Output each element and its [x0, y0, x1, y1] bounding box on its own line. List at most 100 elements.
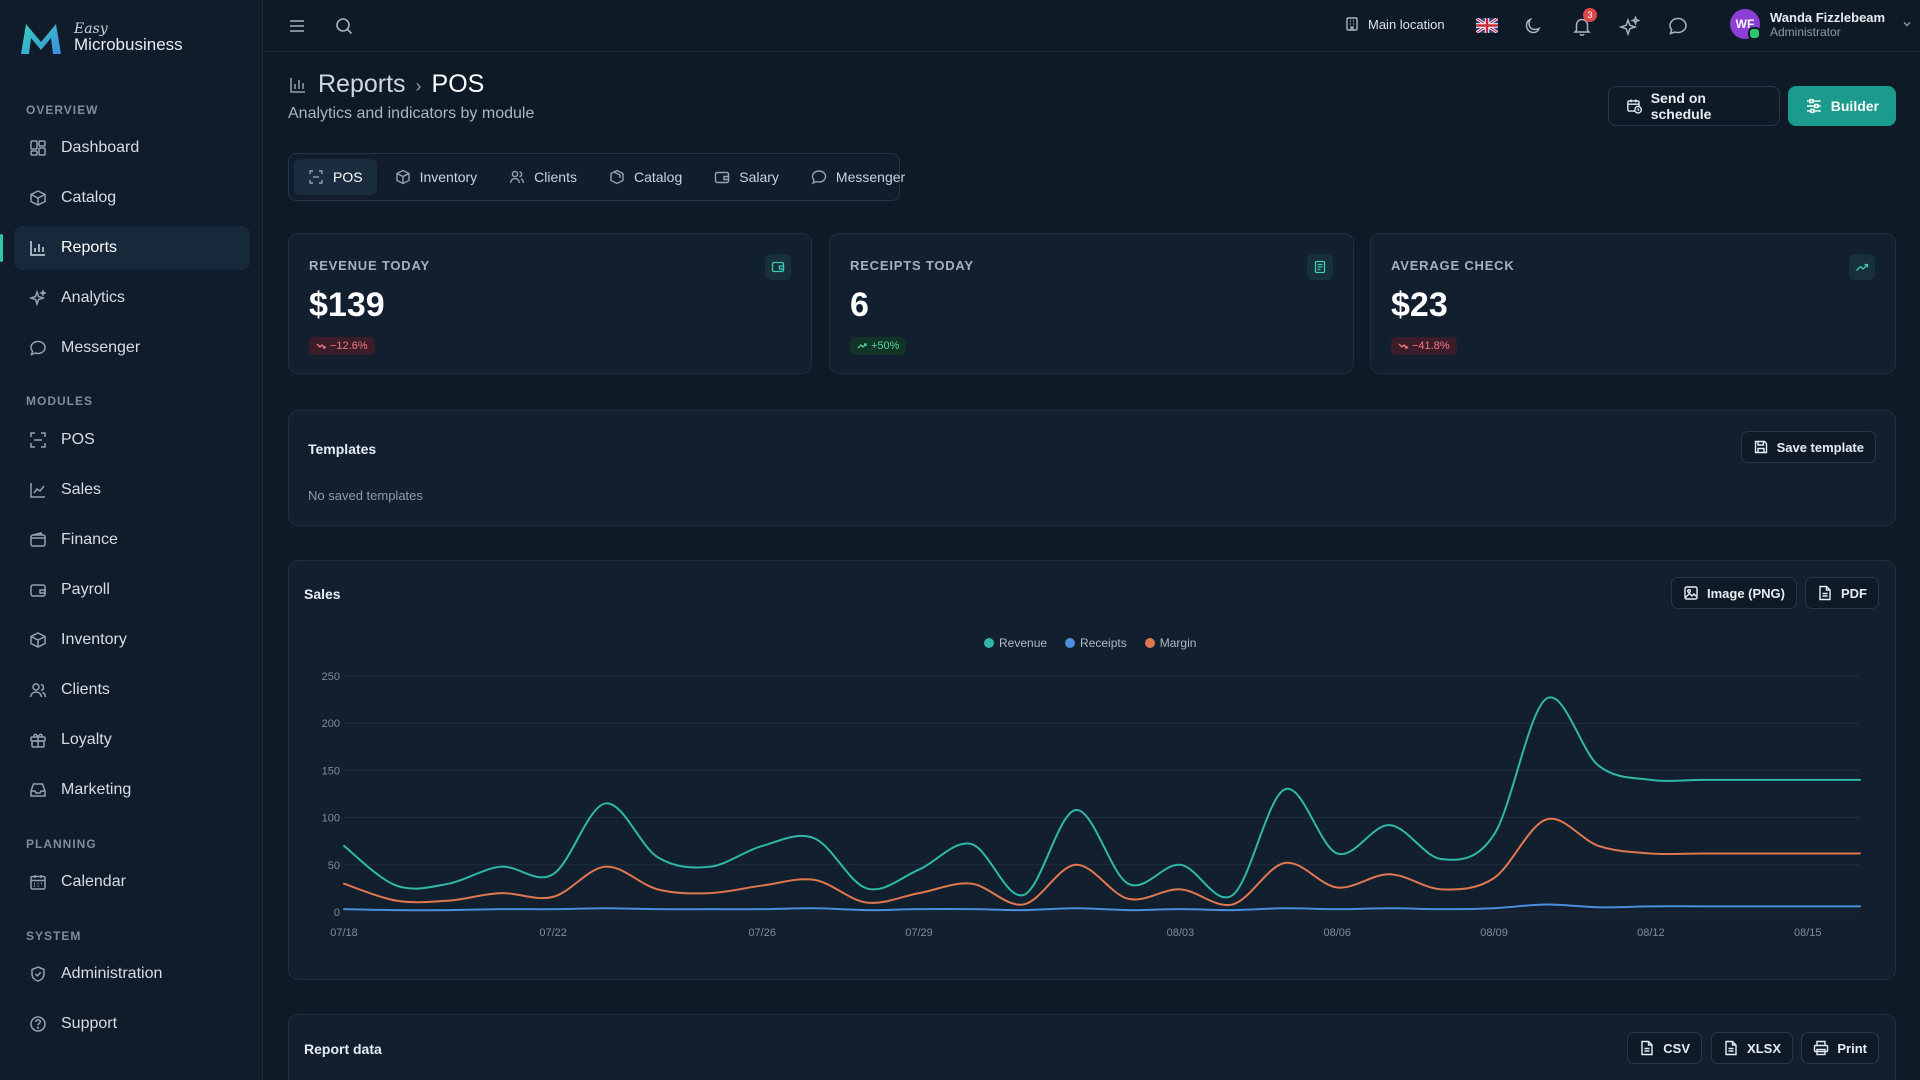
location-label: Main location	[1368, 16, 1445, 32]
series-line-revenue	[343, 696, 1861, 899]
sidebar-item-marketing[interactable]: Marketing	[14, 768, 250, 812]
user-menu[interactable]: WF Wanda Fizzlebeam Administrator	[1730, 9, 1913, 40]
box-icon	[28, 630, 48, 650]
kpi-label: REVENUE TODAY	[309, 258, 430, 273]
brand-logo[interactable]: Easy Microbusiness	[18, 18, 183, 58]
report-data-panel: Report data CSV XLSX Print	[288, 1014, 1896, 1080]
inbox-icon	[28, 780, 48, 800]
export-image-button[interactable]: Image (PNG)	[1670, 577, 1797, 609]
sidebar-item-support[interactable]: Support	[14, 1002, 250, 1046]
user-role: Administrator	[1770, 24, 1841, 39]
sidebar-item-payroll[interactable]: Payroll	[14, 568, 250, 612]
sidebar-item-sales[interactable]: Sales	[14, 468, 250, 512]
file-text-icon	[1641, 1040, 1653, 1056]
nav-section-planning: PLANNING	[26, 837, 97, 851]
tab-catalog[interactable]: Catalog	[595, 159, 696, 195]
breadcrumb-separator: ›	[415, 76, 422, 96]
sales-title: Sales	[304, 586, 341, 602]
kpi-change-value: −41.8%	[1412, 340, 1450, 352]
sidebar-item-catalog[interactable]: Catalog	[14, 176, 250, 220]
sidebar-item-analytics[interactable]: Analytics	[14, 276, 250, 320]
sidebar: Easy Microbusiness OVERVIEW Dashboard Ca…	[0, 0, 263, 1080]
send-on-schedule-button[interactable]: Send on schedule	[1608, 86, 1780, 126]
wallet-icon	[715, 171, 730, 184]
menu-icon[interactable]	[286, 15, 308, 37]
sidebar-item-pos[interactable]: POS	[14, 418, 250, 462]
breadcrumb-parent[interactable]: Reports	[318, 70, 406, 98]
sparkles-icon[interactable]	[1619, 15, 1641, 37]
x-tick-label: 07/29	[905, 927, 933, 939]
legend-dot	[1144, 638, 1155, 648]
sidebar-item-dashboard[interactable]: Dashboard	[14, 126, 250, 170]
tab-label: Inventory	[419, 169, 478, 185]
builder-button[interactable]: Builder	[1788, 86, 1896, 126]
tab-salary[interactable]: Salary	[700, 159, 793, 195]
user-name: Wanda Fizzlebeam	[1770, 9, 1886, 25]
dashboard-icon	[28, 138, 48, 158]
chart-legend: Revenue Receipts Margin	[984, 636, 1196, 650]
bell-icon[interactable]	[1571, 15, 1593, 37]
nav-section-overview: OVERVIEW	[26, 103, 99, 117]
sidebar-item-reports[interactable]: Reports	[0, 226, 250, 270]
legend-item-revenue[interactable]: Revenue	[984, 636, 1047, 650]
sidebar-item-messenger[interactable]: Messenger	[14, 326, 250, 370]
trend-up-icon	[857, 343, 867, 349]
y-tick-label: 150	[322, 765, 340, 777]
sidebar-item-finance[interactable]: Finance	[14, 518, 250, 562]
sales-line-chart: 0 50 100 150 200 250 07/18 07/22 07/26 07/29 08/03…	[322, 671, 1861, 939]
export-csv-label: CSV	[1663, 1040, 1690, 1056]
legend-item-receipts[interactable]: Receipts	[1065, 636, 1127, 650]
y-tick-label: 0	[334, 907, 340, 919]
sidebar-item-label: Analytics	[61, 289, 126, 306]
kpi-change-badge: −12.6%	[309, 337, 375, 355]
box-icon	[395, 169, 410, 185]
send-on-schedule-label: Send on schedule	[1650, 90, 1712, 122]
location-selector[interactable]: Main location	[1344, 16, 1445, 32]
kpi-card-revenue: REVENUE TODAY $139 −12.6%	[288, 233, 812, 374]
sidebar-item-label: Messenger	[61, 339, 141, 356]
sidebar-item-label: Finance	[61, 531, 118, 548]
avatar: WF	[1730, 9, 1761, 40]
y-tick-label: 50	[328, 860, 340, 872]
uk-flag-icon[interactable]	[1476, 18, 1498, 33]
nav-section-modules: MODULES	[26, 394, 93, 408]
trend-down-icon	[316, 343, 326, 349]
sidebar-item-administration[interactable]: Administration	[14, 952, 250, 996]
moon-icon[interactable]	[1523, 15, 1545, 37]
sidebar-item-label: Loyalty	[61, 731, 112, 748]
export-pdf-button[interactable]: PDF	[1805, 577, 1879, 609]
save-template-button[interactable]: Save template	[1740, 431, 1876, 463]
sidebar-item-label: Clients	[61, 681, 110, 698]
sidebar-item-clients[interactable]: Clients	[14, 668, 250, 712]
trend-down-icon	[1398, 343, 1408, 349]
legend-dot	[984, 638, 994, 648]
tab-label: Catalog	[633, 169, 683, 185]
sidebar-item-calendar[interactable]: Calendar	[14, 860, 250, 904]
search-icon[interactable]	[333, 15, 355, 37]
export-csv-button[interactable]: CSV	[1627, 1032, 1702, 1064]
save-template-label: Save template	[1776, 439, 1864, 455]
legend-dot	[1065, 638, 1076, 648]
tab-messenger[interactable]: Messenger	[797, 159, 919, 195]
wallet-icon	[28, 530, 48, 550]
legend-label: Margin	[1159, 636, 1197, 650]
tab-inventory[interactable]: Inventory	[381, 159, 492, 195]
sidebar-item-loyalty[interactable]: Loyalty	[14, 718, 250, 762]
print-button[interactable]: Print	[1801, 1032, 1879, 1064]
file-text-icon	[1725, 1040, 1737, 1056]
sidebar-item-inventory[interactable]: Inventory	[14, 618, 250, 662]
sidebar-item-label: Sales	[61, 481, 102, 498]
series-line-margin	[343, 817, 1861, 907]
legend-item-margin[interactable]: Margin	[1144, 636, 1197, 650]
kpi-change-value: −12.6%	[330, 340, 368, 352]
tab-pos[interactable]: POS	[294, 159, 377, 195]
sidebar-item-label: Marketing	[61, 781, 132, 798]
topbar: Main location 3 WF Wanda Fizzlebeam Admi…	[264, 0, 1920, 52]
export-xlsx-button[interactable]: XLSX	[1711, 1032, 1793, 1064]
tab-clients[interactable]: Clients	[495, 159, 591, 195]
chat-bubble-icon[interactable]	[1667, 15, 1689, 37]
page-title: POS	[431, 70, 485, 98]
logo-mark-icon	[21, 24, 61, 54]
report-data-title: Report data	[304, 1041, 382, 1057]
wallet-icon	[765, 254, 791, 280]
